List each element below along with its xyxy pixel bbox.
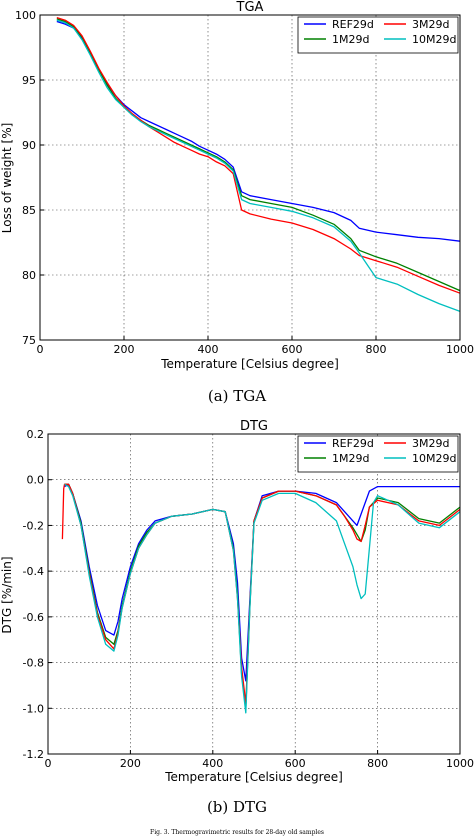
x-tick-label: 800 — [366, 343, 387, 356]
tga-ylabel: Loss of weight [%] — [0, 123, 14, 234]
y-tick-label: 0.0 — [27, 474, 45, 487]
x-tick-label: 1000 — [446, 757, 474, 770]
figure-footer-caption: Fig. 3. Thermogravimetric results for 28… — [150, 829, 324, 836]
series-line-3m29d — [56, 16, 461, 294]
y-tick-label: 100 — [15, 9, 36, 22]
y-tick-label: -1.2 — [23, 748, 44, 761]
y-tick-label: 75 — [22, 334, 36, 347]
y-tick-label: -0.8 — [23, 657, 44, 670]
legend-label-3m29d: 3M29d — [412, 18, 449, 31]
tga-plot-area: 0 200 400 600 800 1000 75 80 85 90 95 100 REF29d 1M29… — [15, 9, 474, 356]
x-tick-label: 200 — [120, 757, 141, 770]
plot-frame — [47, 433, 461, 755]
plot-frame — [39, 14, 461, 341]
y-tick-label: 0.2 — [27, 428, 45, 441]
y-tick-label: 95 — [22, 74, 36, 87]
x-tick-label: 0 — [37, 343, 44, 356]
dtg-xlabel: Temperature [Celsius degree] — [164, 770, 343, 784]
legend-label-ref29d: REF29d — [332, 437, 374, 450]
legend-label-1m29d: 1M29d — [332, 33, 369, 46]
x-tick-label: 0 — [45, 757, 52, 770]
series-line-ref29d — [56, 20, 461, 242]
y-tick-label: -0.6 — [23, 611, 44, 624]
y-tick-label: -0.4 — [23, 565, 44, 578]
x-tick-label: 200 — [114, 343, 135, 356]
series-line-10m29d — [56, 19, 461, 313]
y-tick-label: 90 — [22, 139, 36, 152]
dtg-chart: DTG 0 200 400 600 800 1000 -1.2 -1.0 -0.8 -0.6 -0.… — [0, 419, 474, 816]
tga-chart: TGA 0 200 400 600 800 1000 75 80 85 90 95 100 REF29d… — [0, 0, 474, 405]
tga-title: TGA — [236, 0, 264, 15]
tga-caption: (a) TGA — [208, 387, 266, 405]
tga-xlabel: Temperature [Celsius degree] — [160, 357, 339, 371]
series-line-1m29d — [56, 18, 461, 292]
y-tick-label: -0.2 — [23, 519, 44, 532]
x-tick-label: 1000 — [446, 343, 474, 356]
y-tick-label: 80 — [22, 269, 36, 282]
legend-label-3m29d: 3M29d — [412, 437, 449, 450]
legend-label-ref29d: REF29d — [332, 18, 374, 31]
x-tick-label: 600 — [282, 343, 303, 356]
series-line-ref29d — [64, 483, 460, 682]
x-tick-label: 400 — [202, 757, 223, 770]
series-line-3m29d — [61, 483, 461, 705]
x-tick-label: 600 — [285, 757, 306, 770]
y-tick-label: -1.0 — [23, 702, 44, 715]
legend-label-10m29d: 10M29d — [412, 33, 456, 46]
x-tick-label: 400 — [198, 343, 219, 356]
legend-label-10m29d: 10M29d — [412, 452, 456, 465]
dtg-plot-area: 0 200 400 600 800 1000 -1.2 -1.0 -0.8 -0.6 -0.4 -0.… — [23, 428, 474, 770]
dtg-ylabel: DTG [%/min] — [0, 556, 14, 633]
dtg-caption: (b) DTG — [207, 798, 267, 816]
x-tick-label: 800 — [367, 757, 388, 770]
series-line-10m29d — [64, 483, 461, 714]
legend-box — [297, 16, 459, 54]
y-tick-label: 85 — [22, 204, 36, 217]
series-line-1m29d — [64, 483, 461, 709]
legend-label-1m29d: 1M29d — [332, 452, 369, 465]
legend-box — [297, 435, 459, 473]
dtg-title: DTG — [240, 419, 268, 434]
